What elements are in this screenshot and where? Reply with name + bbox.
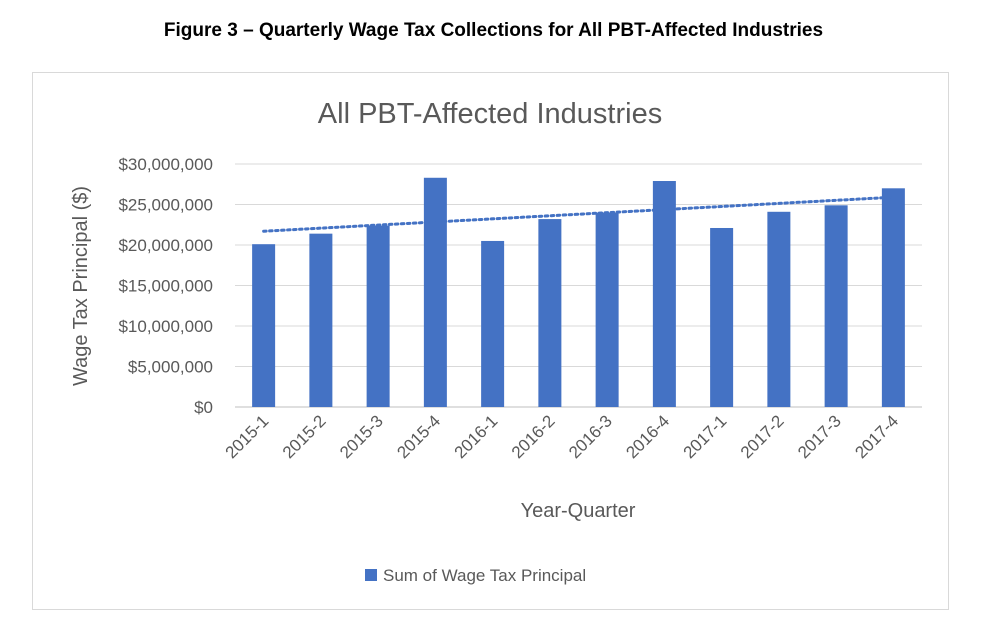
x-tick-label: 2015-1 bbox=[222, 411, 273, 462]
bar bbox=[481, 240, 505, 407]
trendline bbox=[262, 195, 895, 233]
y-tick-label: $20,000,000 bbox=[118, 236, 213, 255]
x-tick-label: 2015-2 bbox=[279, 411, 330, 462]
y-tick-label: $10,000,000 bbox=[118, 317, 213, 336]
y-tick-label: $0 bbox=[194, 398, 213, 417]
bar bbox=[595, 212, 619, 407]
figure-caption: Figure 3 – Quarterly Wage Tax Collection… bbox=[163, 20, 824, 41]
legend-swatch bbox=[365, 569, 377, 581]
trendline-line bbox=[262, 195, 895, 233]
bar bbox=[309, 233, 333, 407]
x-axis-ticks: 2015-1 2015-2 2015-3 2015-4 2016-1 2016-2 2016… bbox=[222, 411, 903, 462]
bar bbox=[366, 225, 390, 407]
y-tick-label: $15,000,000 bbox=[118, 277, 213, 296]
x-axis-title: Year-Quarter bbox=[521, 500, 636, 522]
x-tick-label: 2016-2 bbox=[508, 411, 559, 462]
bar bbox=[710, 227, 734, 407]
bar bbox=[252, 244, 276, 407]
bar bbox=[824, 205, 848, 407]
bars bbox=[252, 177, 905, 407]
gridlines bbox=[235, 163, 922, 408]
x-tick-label: 2015-4 bbox=[393, 411, 444, 462]
x-tick-label: 2017-4 bbox=[851, 411, 902, 462]
x-tick-label: 2016-1 bbox=[451, 411, 502, 462]
chart-title: All PBT-Affected Industries bbox=[318, 98, 662, 130]
bar bbox=[423, 177, 447, 407]
x-tick-label: 2017-3 bbox=[794, 411, 845, 462]
y-axis-title: Wage Tax Principal ($) bbox=[70, 186, 92, 386]
x-tick-label: 2016-3 bbox=[565, 411, 616, 462]
y-tick-label: $30,000,000 bbox=[118, 155, 213, 174]
x-tick-label: 2017-2 bbox=[737, 411, 788, 462]
x-tick-label: 2017-1 bbox=[680, 411, 731, 462]
y-axis-ticks: $0 $5,000,000 $10,000,000 $15,000,000 $20,00… bbox=[118, 155, 213, 417]
x-tick-label: 2015-3 bbox=[336, 411, 387, 462]
y-tick-label: $25,000,000 bbox=[118, 196, 213, 215]
bar bbox=[652, 181, 676, 407]
x-tick-label: 2016-4 bbox=[622, 411, 673, 462]
y-tick-label: $5,000,000 bbox=[128, 358, 213, 377]
bar bbox=[881, 188, 905, 407]
legend-label: Sum of Wage Tax Principal bbox=[383, 566, 586, 585]
legend: Sum of Wage Tax Principal bbox=[365, 566, 586, 585]
bar bbox=[767, 211, 791, 407]
bar bbox=[538, 219, 562, 407]
